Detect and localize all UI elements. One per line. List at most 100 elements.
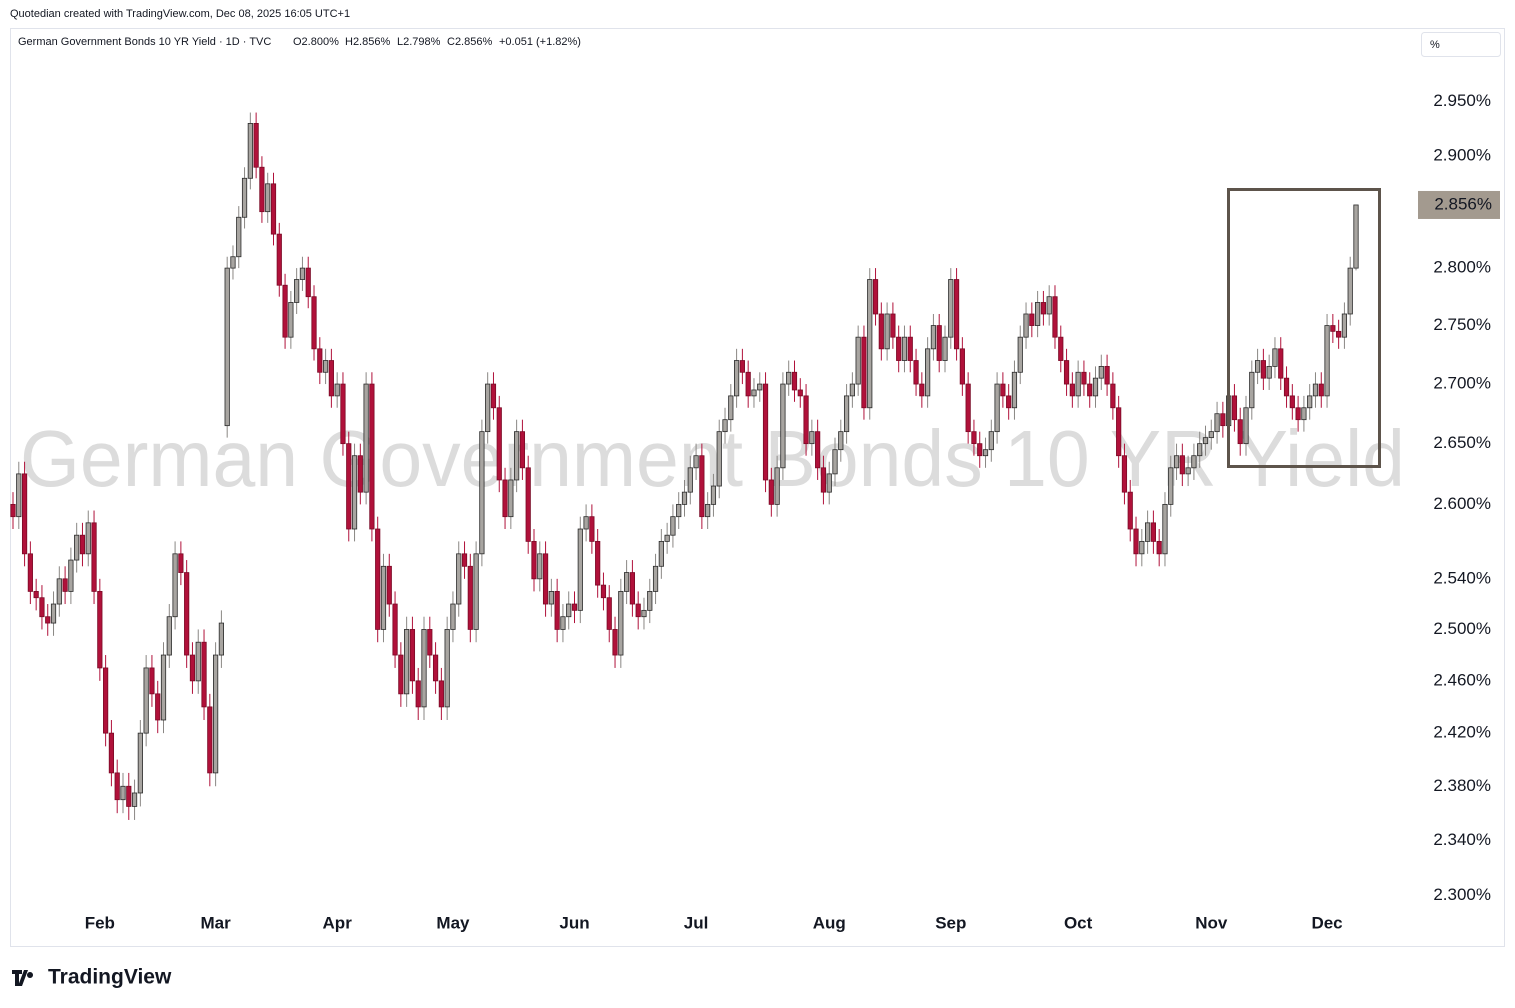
candle-body — [496, 407, 502, 481]
candle-body — [1266, 365, 1272, 379]
candle-body — [542, 553, 549, 605]
candle-body — [1272, 348, 1278, 367]
candle-body — [1220, 413, 1226, 427]
y-tick-label: 2.700% — [1433, 374, 1491, 393]
candle-body — [554, 591, 560, 630]
candle-body — [126, 785, 132, 807]
candle-body — [525, 467, 531, 542]
candle-body — [16, 473, 22, 518]
candle-body — [328, 360, 334, 397]
candle-body — [444, 629, 450, 708]
chart-title: German Government Bonds 10 YR Yield · 1D… — [18, 36, 271, 48]
candle-body — [1150, 522, 1156, 542]
candle-body — [404, 629, 410, 695]
unit-label[interactable]: % — [1430, 39, 1440, 51]
candle-body — [953, 279, 960, 350]
candle-body — [1202, 437, 1209, 445]
y-tick-label: 2.420% — [1433, 723, 1491, 742]
x-tick-label: May — [436, 913, 470, 932]
unit-button[interactable] — [1421, 32, 1501, 57]
candle-body — [878, 313, 884, 350]
candle-body — [322, 360, 329, 373]
candle-body — [479, 431, 485, 555]
candle-body — [1341, 313, 1348, 338]
candle-body — [647, 591, 653, 611]
ohlc-low: L2.798% — [397, 36, 441, 48]
candle-body — [1162, 503, 1168, 555]
ohlc-change: +0.051 (+1.82%) — [499, 36, 581, 48]
candle-body — [103, 667, 109, 734]
y-tick-label: 2.800% — [1433, 258, 1491, 277]
candle-body — [490, 383, 497, 409]
candle-body — [676, 503, 682, 518]
candle-body — [467, 565, 473, 630]
candle-body — [178, 553, 184, 573]
brand: TradingView — [48, 966, 172, 989]
candle-body — [826, 473, 832, 493]
candle-body — [693, 455, 699, 469]
candle-body — [1075, 371, 1081, 397]
candle-body — [253, 123, 259, 168]
candle-body — [259, 166, 265, 213]
candle-body — [33, 591, 39, 599]
candle-body — [1324, 325, 1330, 397]
x-tick-label: Aug — [813, 913, 846, 932]
last-price-box — [1418, 190, 1500, 219]
candle-body — [774, 467, 780, 505]
chart-frame — [10, 28, 1505, 947]
candle-body — [39, 597, 45, 618]
y-tick-label: 2.380% — [1433, 776, 1491, 795]
x-tick-label: Mar — [200, 913, 231, 932]
y-tick-label: 2.650% — [1433, 433, 1491, 452]
candle-body — [68, 559, 74, 592]
ohlc-high: H2.856% — [345, 36, 390, 48]
candle-body — [1260, 360, 1266, 379]
candle-body — [1121, 455, 1128, 493]
candle-body — [1208, 431, 1214, 439]
candle-body — [635, 603, 641, 618]
candle-body — [114, 772, 120, 801]
x-tick-label: Jul — [684, 913, 709, 932]
candle-body — [687, 467, 693, 493]
candle-body — [1058, 336, 1064, 361]
candle-body — [566, 603, 572, 618]
candle-body — [276, 233, 282, 286]
highlight-box — [1227, 188, 1381, 468]
candle-body — [1139, 540, 1145, 555]
candle-body — [432, 654, 439, 682]
ohlc-close: C2.856% — [447, 36, 492, 48]
candle-body — [56, 578, 62, 605]
candle-body — [733, 360, 740, 397]
candle-body — [1110, 383, 1116, 409]
candle-body — [369, 383, 375, 530]
candle-body — [1006, 395, 1012, 409]
candle-body — [971, 431, 977, 445]
candles — [10, 112, 1359, 820]
candle-body — [1307, 395, 1313, 409]
candle-body — [1173, 455, 1180, 469]
candle-body — [896, 336, 902, 361]
candle-body — [461, 553, 468, 567]
candle-body — [658, 540, 664, 567]
candle-body — [629, 572, 636, 605]
candle-body — [797, 389, 803, 397]
candle-body — [21, 473, 28, 555]
candle-body — [1295, 407, 1301, 421]
logo: TradingView — [12, 966, 172, 989]
candle-body — [959, 348, 965, 385]
candle-body — [652, 565, 659, 592]
candle-body — [363, 383, 369, 493]
candle-body — [820, 467, 827, 493]
candle-body — [265, 183, 271, 213]
candle-body — [606, 597, 612, 630]
candle-body — [398, 654, 404, 695]
y-tick-label: 2.750% — [1433, 315, 1491, 334]
candle-body — [1046, 296, 1052, 315]
candle-body — [722, 419, 728, 433]
candle-body — [809, 431, 815, 445]
candle-body — [380, 565, 387, 630]
candle-body — [537, 553, 543, 580]
candle-body — [27, 553, 33, 592]
candle-body — [357, 455, 363, 493]
candle-body — [50, 603, 57, 624]
